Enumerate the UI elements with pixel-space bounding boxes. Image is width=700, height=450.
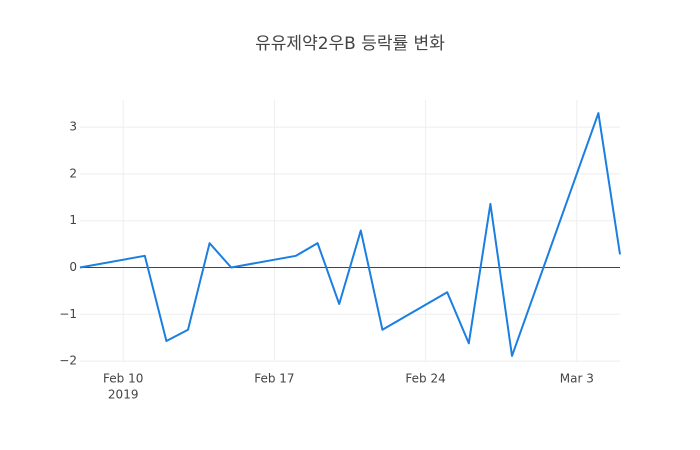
x-tick-sublabel: 2019 xyxy=(108,388,139,402)
x-tick-label: Feb 24 xyxy=(405,372,445,386)
data-line xyxy=(79,112,621,357)
y-tick-label: 1 xyxy=(69,213,77,227)
x-tick-label: Feb 10 xyxy=(103,372,143,386)
chart-title: 유유제약2우B 등락률 변화 xyxy=(255,34,445,54)
x-tick-label: Feb 17 xyxy=(254,372,294,386)
y-tick-label: 2 xyxy=(69,166,77,180)
x-tick-label: Mar 3 xyxy=(560,372,594,386)
y-tick-label: 3 xyxy=(69,120,77,134)
y-tick-label: −1 xyxy=(59,307,77,321)
y-tick-label: −2 xyxy=(59,354,77,368)
y-tick-label: 0 xyxy=(69,260,77,274)
